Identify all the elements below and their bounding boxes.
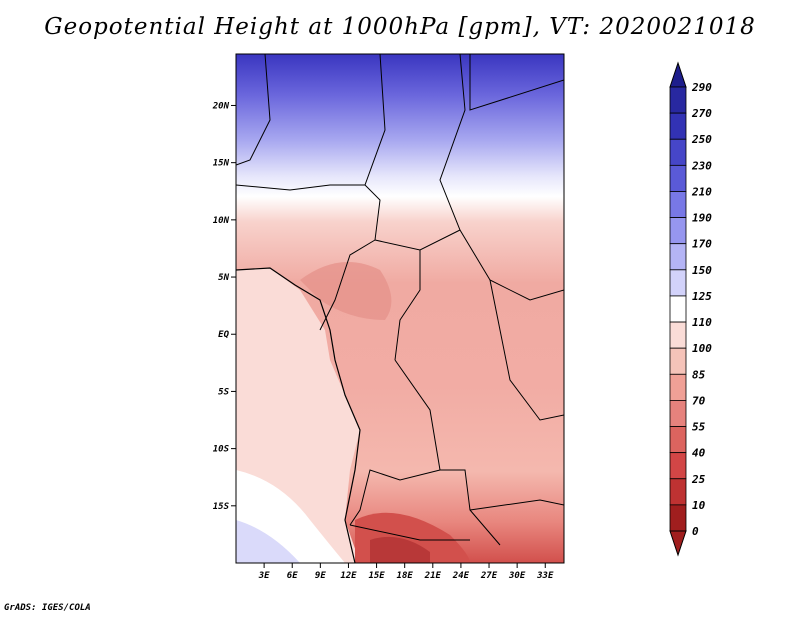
colorbar-label: 190: [692, 212, 712, 225]
lon-tick-label: 30E: [508, 571, 526, 581]
lon-tick-label: 6E: [287, 571, 298, 581]
lat-tick-label: 10S: [213, 445, 230, 455]
colorbar-box: [669, 321, 687, 349]
colorbar-label: 250: [691, 133, 712, 146]
colorbar-label: 290: [691, 81, 712, 94]
colorbar-box: [669, 112, 687, 140]
lat-tick-label: 10N: [213, 216, 230, 226]
lon-tick-label: 21E: [424, 571, 442, 581]
colorbar-box: [669, 164, 687, 192]
lat-tick-label: EQ: [218, 330, 229, 340]
colorbar-label: 170: [692, 238, 712, 251]
colorbar-box: [669, 86, 687, 114]
colorbar-bottom-arrow: [669, 530, 687, 557]
colorbar-label: 110: [692, 316, 712, 329]
lat-tick-label: 15N: [213, 159, 230, 169]
lon-tick-label: 33E: [536, 571, 554, 581]
colorbar-label: 210: [691, 185, 712, 198]
coastline: [236, 267, 361, 563]
colorbar-label: 150: [692, 264, 712, 277]
colorbar-label: 100: [692, 342, 712, 355]
longitude-axis: 3E 6E 9E 12E 15E 18E 21E 24E 27E 30E 33E: [258, 563, 554, 581]
colorbar-box: [669, 295, 687, 323]
colorbar-label: 10: [692, 499, 706, 512]
colorbar-label: 40: [692, 447, 706, 460]
colorbar-box: [669, 400, 687, 427]
colorbar-top-arrow: [669, 61, 687, 88]
colorbar: 2902702502302101901701501251101008570554…: [669, 61, 712, 557]
colorbar-box: [669, 478, 687, 506]
map-panel: [236, 54, 564, 563]
colorbar-box: [669, 452, 687, 480]
ocean-southwest-blue: [236, 520, 300, 563]
country-borders: [236, 54, 564, 546]
lon-tick-label: 12E: [340, 571, 357, 581]
lon-tick-label: 15E: [368, 571, 385, 581]
lon-tick-label: 3E: [258, 571, 270, 581]
map-frame: [235, 53, 565, 564]
colorbar-label: 25: [691, 473, 706, 486]
colorbar-label: 70: [692, 394, 706, 407]
colorbar-box: [669, 426, 687, 454]
grads-credit: GrADS: IGES/COLA: [4, 603, 91, 613]
south-africa-deep-low: [370, 536, 430, 563]
colorbar-box: [669, 504, 687, 532]
colorbar-label: 0: [692, 525, 699, 538]
colorbar-label: 270: [691, 107, 712, 120]
colorbar-box: [669, 347, 687, 375]
colorbar-box: [669, 217, 687, 245]
colorbar-label: 125: [692, 290, 712, 303]
colorbar-box: [669, 191, 687, 218]
colorbar-box: [669, 269, 687, 297]
lat-tick-label: 5S: [218, 387, 229, 397]
map-title: Geopotential Height at 1000hPa [gpm], VT…: [44, 14, 756, 40]
lat-tick-label: 5N: [218, 273, 229, 283]
lon-tick-label: 9E: [315, 571, 326, 581]
lon-tick-label: 18E: [397, 571, 414, 581]
lon-tick-label: 24E: [452, 571, 470, 581]
colorbar-box: [669, 373, 687, 401]
colorbar-label: 55: [692, 421, 706, 434]
colorbar-box: [669, 243, 687, 271]
central-africa-low: [300, 262, 392, 320]
colorbar-label: 230: [691, 159, 712, 172]
lat-tick-label: 20N: [212, 101, 230, 111]
lon-tick-label: 27E: [480, 571, 498, 581]
colorbar-box: [669, 138, 687, 166]
latitude-axis: 20N 15N 10N 5N EQ 5S 10S 15S: [212, 101, 236, 512]
colorbar-label: 85: [692, 368, 706, 381]
lat-tick-label: 15S: [213, 502, 230, 512]
